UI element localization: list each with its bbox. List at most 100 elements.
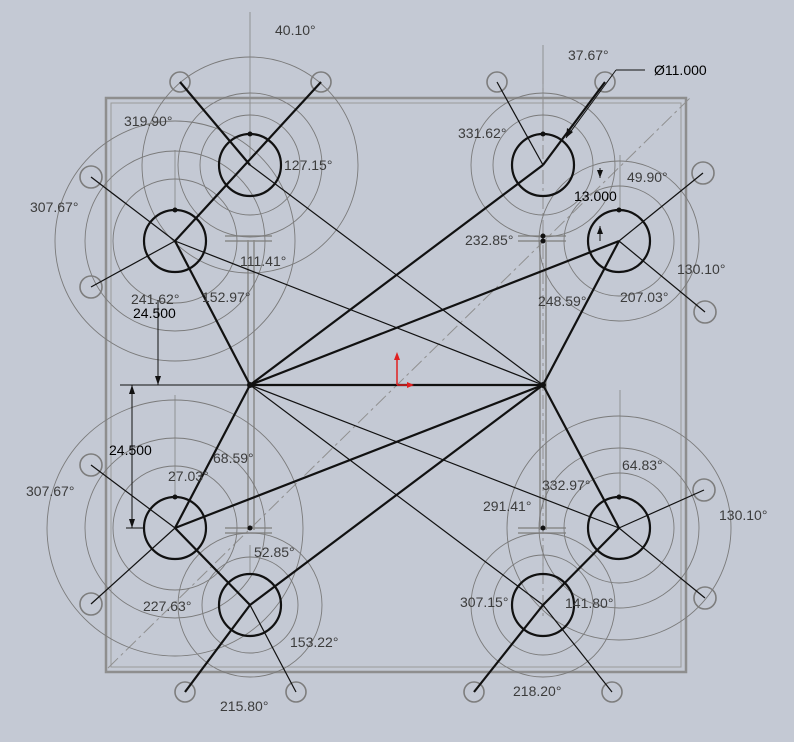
sketch-point[interactable] xyxy=(540,233,546,239)
arc-tl-3 xyxy=(141,56,359,274)
frame-inner xyxy=(110,102,682,668)
dim-24500-lower-label[interactable]: 24.500 xyxy=(109,442,152,458)
link-line[interactable] xyxy=(249,239,620,387)
sketch-point[interactable] xyxy=(172,207,178,213)
hole-circle[interactable] xyxy=(217,572,283,638)
sketch-point[interactable] xyxy=(540,131,546,137)
angle-label[interactable]: 64.83° xyxy=(622,457,663,473)
leader xyxy=(90,176,176,242)
sketch-point[interactable] xyxy=(540,382,546,388)
angle-label[interactable]: 37.67° xyxy=(568,47,609,63)
angle-label[interactable]: 307.67° xyxy=(26,483,74,499)
link-line[interactable] xyxy=(473,604,544,693)
angle-label[interactable]: 130.10° xyxy=(677,261,725,277)
cross-line xyxy=(174,240,544,386)
angle-label[interactable]: 319.90° xyxy=(124,113,172,129)
cross-line xyxy=(249,384,620,529)
sketch-points xyxy=(172,131,622,531)
mount-point[interactable] xyxy=(174,681,196,703)
sketch-point[interactable] xyxy=(616,207,622,213)
link-line[interactable] xyxy=(249,164,544,386)
arc-r2-2 xyxy=(538,447,700,609)
angle-label[interactable]: 307.67° xyxy=(30,199,78,215)
angle-label[interactable]: 68.59° xyxy=(213,450,254,466)
angle-label[interactable]: 241.62° xyxy=(131,291,179,307)
mount-point[interactable] xyxy=(601,681,623,703)
angle-label[interactable]: 152.97° xyxy=(202,289,250,305)
mount-point[interactable] xyxy=(310,71,332,93)
frame-outer xyxy=(104,96,688,674)
origin-y-arrow xyxy=(394,352,400,360)
mount-point[interactable] xyxy=(169,71,191,93)
angle-label[interactable]: 248.59° xyxy=(538,293,586,309)
link-line[interactable] xyxy=(249,384,544,606)
dim-arrow xyxy=(597,226,603,234)
angle-label[interactable]: 232.85° xyxy=(465,232,513,248)
angle-label[interactable]: 141.80° xyxy=(565,595,613,611)
leader xyxy=(90,464,176,529)
link-line[interactable] xyxy=(174,383,544,530)
mount-point[interactable] xyxy=(693,300,717,324)
arc-l1-3 xyxy=(54,120,296,362)
mount-point[interactable] xyxy=(79,453,103,477)
mount-point[interactable] xyxy=(285,681,307,703)
angle-label[interactable]: 127.15° xyxy=(284,157,332,173)
mount-point[interactable] xyxy=(692,478,716,502)
angle-label[interactable]: 307.15° xyxy=(460,594,508,610)
origin-icon xyxy=(394,352,414,388)
extension-lines xyxy=(174,12,621,575)
angle-label[interactable]: 49.90° xyxy=(627,169,668,185)
angle-label[interactable]: 227.63° xyxy=(143,598,191,614)
mount-point[interactable] xyxy=(594,71,616,93)
angle-label[interactable]: 332.97° xyxy=(542,477,590,493)
link-line[interactable] xyxy=(542,240,620,386)
dim-24500-upper-label[interactable]: 24.500 xyxy=(133,305,176,321)
sketch-point[interactable] xyxy=(540,238,546,244)
angle-label[interactable]: 130.10° xyxy=(719,507,767,523)
diagonal-centerline xyxy=(107,97,691,669)
hole-circles xyxy=(142,132,652,638)
sheet-frame xyxy=(104,96,688,674)
linear-dimensions xyxy=(120,69,645,529)
sketch-point[interactable] xyxy=(540,525,546,531)
mount-point[interactable] xyxy=(486,71,508,93)
mount-point[interactable] xyxy=(691,161,715,185)
sketch-point[interactable] xyxy=(247,131,253,137)
leader xyxy=(90,240,176,288)
angle-label[interactable]: 52.85° xyxy=(254,544,295,560)
angle-label[interactable]: 40.10° xyxy=(275,22,316,38)
angle-label[interactable]: 27.03° xyxy=(168,468,209,484)
diameter-label[interactable]: Ø11.000 xyxy=(654,62,707,78)
sketch-point[interactable] xyxy=(247,525,253,531)
angle-label[interactable]: 218.20° xyxy=(513,683,561,699)
dim-13-label[interactable]: 13.000 xyxy=(574,188,617,204)
link-line[interactable] xyxy=(542,81,606,166)
angle-label[interactable]: 153.22° xyxy=(290,634,338,650)
sketch-point[interactable] xyxy=(616,494,622,500)
mount-point[interactable] xyxy=(693,586,717,610)
hole-circle[interactable] xyxy=(510,572,576,638)
link-line[interactable] xyxy=(174,384,251,529)
mount-point[interactable] xyxy=(79,275,103,299)
mount-point[interactable] xyxy=(463,681,485,703)
link-line[interactable] xyxy=(174,527,251,606)
arc-l2-3 xyxy=(46,399,304,657)
angle-label[interactable]: 331.62° xyxy=(458,125,506,141)
leader xyxy=(618,240,706,313)
angle-label[interactable]: 215.80° xyxy=(220,698,268,714)
arc-l1-1 xyxy=(112,178,238,304)
link-line[interactable] xyxy=(184,604,251,693)
link-line[interactable] xyxy=(174,240,251,386)
link-line[interactable] xyxy=(542,527,620,606)
mount-point[interactable] xyxy=(79,165,103,189)
link-line[interactable] xyxy=(542,384,620,529)
angle-label[interactable]: 111.41° xyxy=(240,253,286,269)
sketch-point[interactable] xyxy=(172,494,178,500)
angle-arcs xyxy=(46,56,732,678)
leader xyxy=(618,172,704,242)
angle-label[interactable]: 207.03° xyxy=(620,289,668,305)
link-line[interactable] xyxy=(179,81,251,166)
angle-label[interactable]: 291.41° xyxy=(483,498,531,514)
mount-point[interactable] xyxy=(79,592,103,616)
